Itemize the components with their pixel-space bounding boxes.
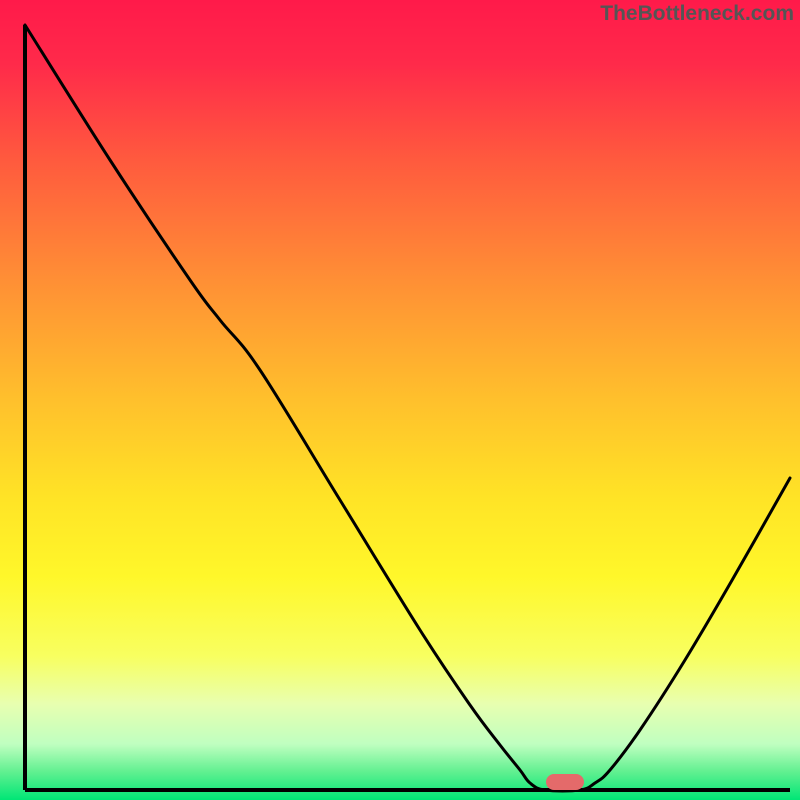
watermark-text: TheBottleneck.com xyxy=(600,2,794,26)
bottleneck-chart: TheBottleneck.com xyxy=(0,0,800,800)
chart-foreground xyxy=(0,0,800,800)
optimal-point-marker xyxy=(546,774,584,790)
bottleneck-curve xyxy=(25,25,790,791)
